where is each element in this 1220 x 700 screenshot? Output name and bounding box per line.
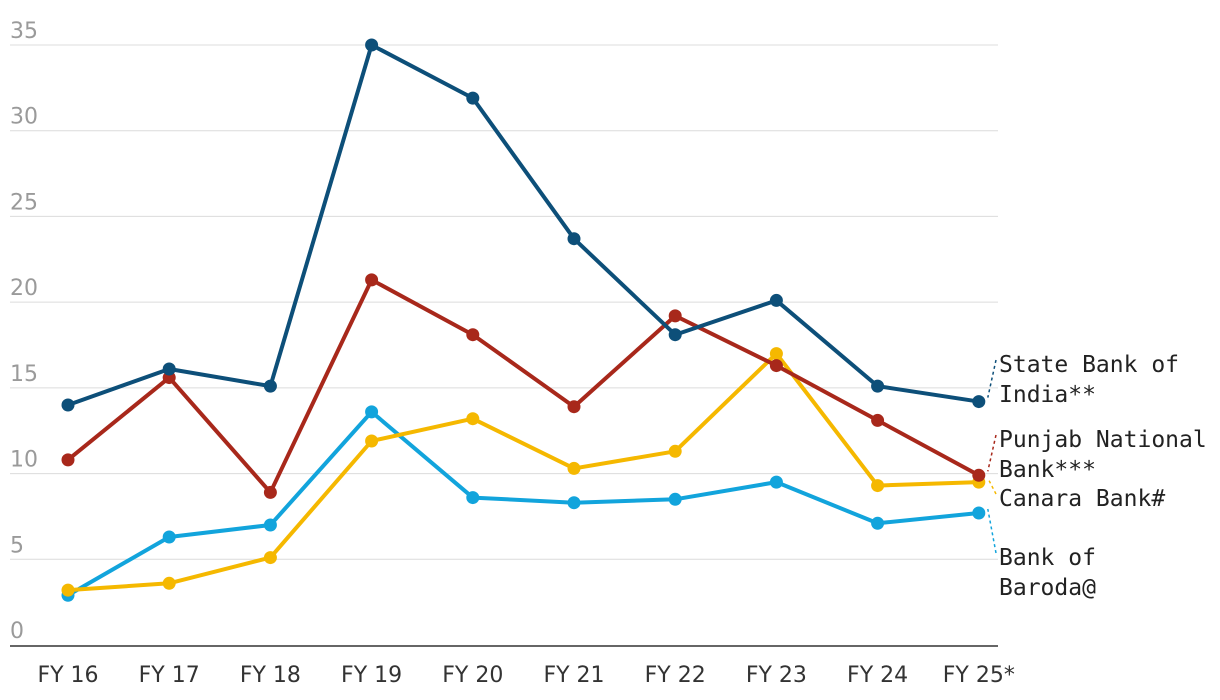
data-point xyxy=(466,91,480,105)
x-tick-label: FY 19 xyxy=(341,663,402,688)
data-point xyxy=(263,379,277,393)
series-group xyxy=(61,38,986,602)
series-line xyxy=(66,277,981,495)
data-point xyxy=(972,395,986,409)
series-3 xyxy=(61,405,986,602)
data-point xyxy=(668,309,682,323)
data-point xyxy=(61,583,75,597)
data-point xyxy=(668,444,682,458)
series-0 xyxy=(61,38,986,412)
data-point xyxy=(871,379,885,393)
data-point xyxy=(567,461,581,475)
x-tick-label: FY 18 xyxy=(240,663,301,688)
data-point xyxy=(567,232,581,246)
series-label: Punjab National xyxy=(999,427,1207,453)
data-point xyxy=(567,400,581,414)
x-tick-label: FY 22 xyxy=(645,663,706,688)
y-tick-label: 20 xyxy=(10,276,38,301)
data-point xyxy=(567,496,581,510)
data-point xyxy=(871,479,885,493)
label-leader xyxy=(987,477,997,495)
data-point xyxy=(668,492,682,506)
data-point xyxy=(61,398,75,412)
data-point xyxy=(769,347,783,361)
x-tick-label: FY 24 xyxy=(847,663,908,688)
y-tick-label: 15 xyxy=(10,362,38,387)
data-point xyxy=(871,516,885,530)
series-labels: State Bank of India** Punjab National Bank*… xyxy=(987,352,1207,601)
data-point xyxy=(769,293,783,307)
series-label: State Bank of xyxy=(999,352,1179,378)
data-point xyxy=(162,362,176,376)
y-tick-label: 10 xyxy=(10,448,38,473)
data-point xyxy=(365,405,379,419)
data-point xyxy=(263,518,277,532)
data-point xyxy=(61,453,75,467)
x-tick-label: FY 17 xyxy=(139,663,200,688)
data-point xyxy=(871,413,885,427)
label-leader xyxy=(987,359,997,398)
gridlines xyxy=(10,44,998,560)
x-tick-label: FY 20 xyxy=(442,663,503,688)
data-point xyxy=(365,434,379,448)
data-point xyxy=(972,468,986,482)
x-tick-label: FY 21 xyxy=(543,663,604,688)
x-axis-ticks: FY 16 FY 17 FY 18 FY 19 FY 20 FY 21 FY 22 FY 23… xyxy=(37,663,1014,688)
series-label: Baroda@ xyxy=(999,575,1096,601)
x-tick-label: FY 25* xyxy=(943,663,1015,688)
x-tick-label: FY 23 xyxy=(746,663,807,688)
data-point xyxy=(668,328,682,342)
series-line xyxy=(66,43,981,407)
label-leader xyxy=(987,434,997,472)
data-point xyxy=(263,551,277,565)
data-point xyxy=(263,485,277,499)
data-point xyxy=(466,328,480,342)
series-label: Bank of xyxy=(999,545,1096,571)
series-label: Bank*** xyxy=(999,457,1096,483)
series-label: India** xyxy=(999,382,1096,408)
label-leader xyxy=(987,508,997,554)
data-point xyxy=(162,530,176,544)
y-axis-ticks: 0 5 10 15 20 25 30 35 xyxy=(10,19,38,644)
y-tick-label: 30 xyxy=(10,105,38,130)
data-point xyxy=(466,412,480,426)
y-tick-label: 35 xyxy=(10,19,38,44)
x-tick-label: FY 16 xyxy=(37,663,98,688)
y-tick-label: 0 xyxy=(10,619,24,644)
y-tick-label: 5 xyxy=(10,533,24,558)
data-point xyxy=(769,359,783,373)
data-point xyxy=(769,475,783,489)
series-2 xyxy=(61,347,986,597)
data-point xyxy=(365,273,379,287)
series-1 xyxy=(61,273,986,499)
series-line xyxy=(66,351,981,593)
data-point xyxy=(972,506,986,520)
data-point xyxy=(162,576,176,590)
data-point xyxy=(466,491,480,505)
data-point xyxy=(365,38,379,52)
series-label: Canara Bank# xyxy=(999,486,1165,512)
series-line xyxy=(66,409,981,598)
y-tick-label: 25 xyxy=(10,190,38,215)
